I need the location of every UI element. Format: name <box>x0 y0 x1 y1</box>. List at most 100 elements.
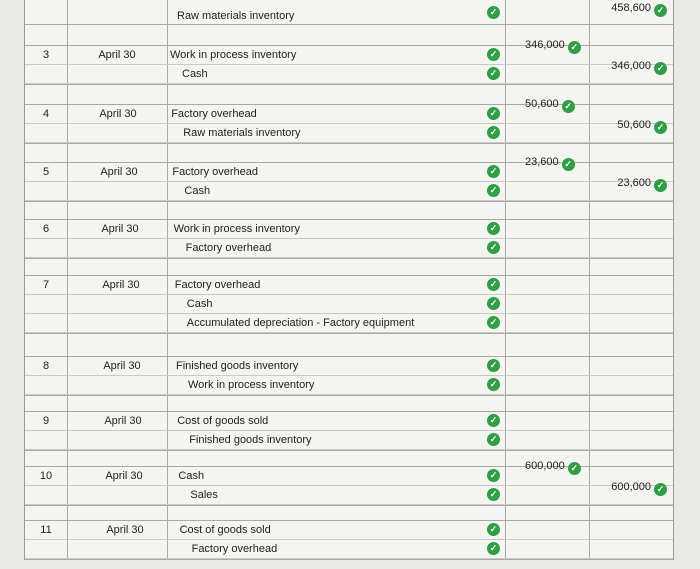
journal-line <box>25 411 673 431</box>
credit-value: 50,600 <box>617 119 651 131</box>
credit-amount[interactable]: 600,000 ✓ <box>611 481 667 496</box>
debit-value: 50,600 <box>525 98 559 110</box>
journal-line <box>25 485 673 505</box>
correct-check-icon: ✓ <box>487 297 500 310</box>
journal-line <box>25 375 673 395</box>
entry-date: April 30 <box>103 360 141 372</box>
account-name[interactable]: Work in process inventory <box>188 379 315 391</box>
debit-amount[interactable]: 600,000 ✓ <box>525 460 581 475</box>
entry-number: 3 <box>42 49 50 61</box>
account-name[interactable]: Factory overhead <box>174 279 261 291</box>
account-name[interactable]: Cash <box>186 298 213 310</box>
account-name[interactable]: Factory overhead <box>171 108 257 120</box>
table-row: 7 April 30 Factory overhead ✓ Cash ✓ Accumulat… <box>25 275 673 334</box>
entry-number: 7 <box>42 279 50 291</box>
correct-check-icon: ✓ <box>487 359 500 372</box>
account-name[interactable]: Factory overhead <box>191 543 278 555</box>
correct-check-icon: ✓ <box>561 100 575 113</box>
entry-number: 10 <box>39 470 53 482</box>
account-name[interactable]: Work in process inventory <box>173 223 300 235</box>
account-name[interactable]: Cost of goods sold <box>179 524 271 536</box>
table-row: 4 April 30 Factory overhead ✓ 50,600 ✓ Raw mat… <box>25 98 673 144</box>
journal-line <box>25 219 673 239</box>
account-name[interactable]: Cash <box>178 470 205 482</box>
entry-number: 11 <box>40 524 52 536</box>
table-row: 5 April 30 Factory overhead ✓ 23,600 ✓ Cash ✓ 23… <box>25 156 673 202</box>
table-row: Raw materials inventory ✓ 458,600 ✓ <box>25 0 673 26</box>
journal-line <box>25 356 673 376</box>
journal-line <box>25 238 673 258</box>
table-row: 10 April 30 Cash ✓ 600,000 ✓ Sales ✓ 600,000 ✓ <box>25 460 673 506</box>
correct-check-icon: ✓ <box>487 488 500 501</box>
column-divider <box>167 0 168 560</box>
account-name[interactable]: Finished goods inventory <box>176 360 299 372</box>
debit-amount[interactable]: 50,600 ✓ <box>525 98 575 113</box>
entry-date: April 30 <box>98 49 136 61</box>
account-name[interactable]: Sales <box>190 489 218 501</box>
correct-check-icon: ✓ <box>654 4 667 17</box>
table-row: 3 April 30 Work in process inventory ✓ 346,0… <box>25 39 673 85</box>
column-divider <box>505 0 506 560</box>
credit-amount[interactable]: 23,600 ✓ <box>617 177 667 192</box>
correct-check-icon: ✓ <box>487 433 500 446</box>
correct-check-icon: ✓ <box>487 542 500 555</box>
credit-value: 600,000 <box>611 481 651 493</box>
correct-check-icon: ✓ <box>487 126 500 139</box>
correct-check-icon: ✓ <box>561 158 575 171</box>
debit-amount[interactable]: 23,600 ✓ <box>525 156 575 171</box>
debit-value: 23,600 <box>525 156 559 168</box>
correct-check-icon: ✓ <box>487 241 500 254</box>
entry-number: 8 <box>42 360 50 372</box>
correct-check-icon: ✓ <box>487 48 500 61</box>
correct-check-icon: ✓ <box>487 222 500 235</box>
journal-entries-table: Raw materials inventory ✓ 458,600 ✓ 3 Apri… <box>24 0 674 560</box>
account-name: Raw materials inventory <box>177 10 295 22</box>
correct-check-icon: ✓ <box>487 165 500 178</box>
entry-date: April 30 <box>102 279 140 291</box>
journal-line <box>25 162 673 182</box>
correct-check-icon: ✓ <box>654 179 667 192</box>
journal-line <box>25 275 673 295</box>
journal-line <box>25 181 673 201</box>
account-name[interactable]: Raw materials inventory <box>183 127 301 139</box>
journal-line <box>25 313 673 333</box>
account-name[interactable]: Cost of goods sold <box>177 415 269 427</box>
account-name[interactable]: Cash <box>182 68 208 80</box>
entry-date: April 30 <box>100 166 138 178</box>
table-row: 11 April 30 Cost of goods sold ✓ Factory ove… <box>25 520 673 560</box>
correct-check-icon: ✓ <box>487 523 500 536</box>
entry-number: 5 <box>42 166 50 178</box>
correct-check-icon: ✓ <box>654 121 667 134</box>
account-name[interactable]: Cash <box>184 185 211 197</box>
correct-check-icon: ✓ <box>654 62 667 75</box>
table-row: 9 April 30 Cost of goods sold ✓ Finished goo… <box>25 411 673 451</box>
credit-amount[interactable]: 346,000 ✓ <box>611 60 667 75</box>
journal-line <box>25 104 673 124</box>
journal-line <box>25 294 673 314</box>
account-name[interactable]: Factory overhead <box>172 166 258 178</box>
journal-line <box>25 64 673 84</box>
account-name[interactable]: Finished goods inventory <box>189 434 312 446</box>
correct-check-icon: ✓ <box>487 67 500 80</box>
journal-line <box>25 45 673 65</box>
journal-line <box>25 466 673 486</box>
correct-check-icon: ✓ <box>487 414 500 427</box>
entry-number: 9 <box>42 415 50 427</box>
correct-check-icon: ✓ <box>654 483 667 496</box>
entry-date: April 30 <box>106 524 144 536</box>
column-divider <box>589 0 590 560</box>
account-name[interactable]: Factory overhead <box>185 242 272 254</box>
journal-line <box>25 123 673 143</box>
credit-value: 23,600 <box>617 177 651 189</box>
column-divider <box>67 0 68 560</box>
debit-amount[interactable]: 346,000 ✓ <box>525 39 581 54</box>
entry-number: 4 <box>42 108 50 120</box>
correct-check-icon: ✓ <box>487 184 500 197</box>
account-name[interactable]: Work in process inventory <box>170 49 297 61</box>
entry-date: April 30 <box>101 223 139 235</box>
journal-line <box>25 539 673 559</box>
correct-check-icon: ✓ <box>567 462 581 475</box>
account-name[interactable]: Accumulated depreciation - Factory equip… <box>186 317 415 329</box>
credit-amount[interactable]: 50,600 ✓ <box>617 119 667 134</box>
table-row: 6 April 30 Work in process inventory ✓ Facto… <box>25 219 673 259</box>
